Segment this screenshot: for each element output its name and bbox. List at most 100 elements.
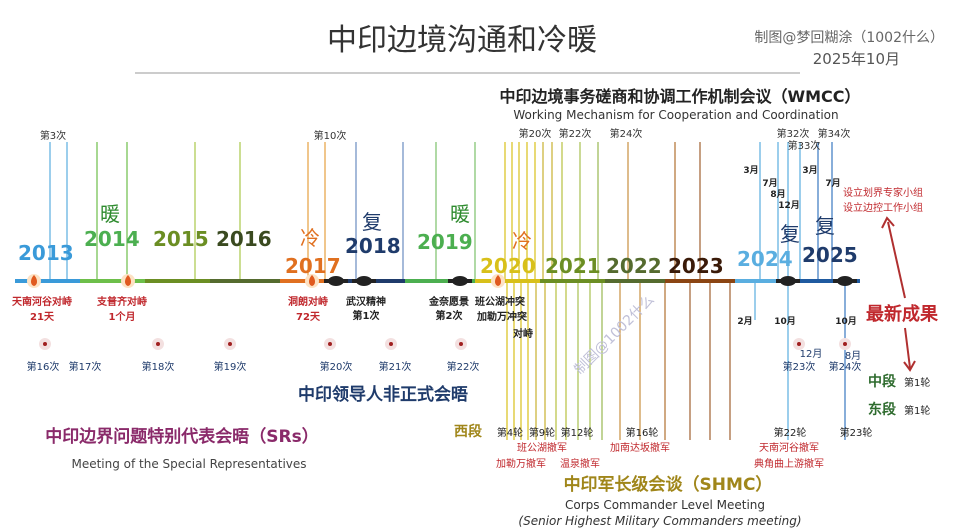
flame-icon	[27, 274, 41, 288]
wmcc-label-10: 第10次	[314, 129, 347, 142]
sr-month-dec: 12月	[800, 348, 823, 360]
sr-dot	[152, 338, 164, 350]
latest-arrows	[881, 216, 916, 372]
sr-meeting-labels: 第16次 第17次 第18次 第19次 第20次 第21次 第22次 第23次 …	[27, 360, 862, 373]
mood-warm-2014: 暖	[100, 202, 120, 226]
mood-recover-2018: 复	[362, 210, 382, 234]
sr-dot	[385, 338, 397, 350]
sr-22: 第22次	[447, 360, 480, 373]
segment-middle-round: 第1轮	[904, 376, 930, 389]
latest-title: 最新成果	[866, 303, 939, 325]
sr-dot	[793, 338, 805, 350]
handshake-icon	[324, 276, 348, 286]
shmc-round-labels: 第4轮 第9轮 第12轮 第16轮 第22轮 第23轮	[497, 426, 873, 439]
event-chennai-no: 第2次	[436, 309, 463, 322]
wmcc-label-32: 第32次	[777, 127, 810, 140]
event-tiannan: 天南河谷对峙	[12, 295, 72, 308]
mood-cold-2017: 冷	[300, 226, 320, 250]
event-tiannan-days: 21天	[30, 311, 55, 323]
year-2019: 2019	[417, 230, 473, 254]
sr-subtitle: Meeting of the Special Representatives	[71, 457, 306, 471]
mood-warm-2019: 暖	[450, 202, 470, 226]
wmcc-lines-upper	[49, 142, 833, 280]
wmcc-month-5: 3月	[802, 165, 817, 176]
wmcc-month-4: 12月	[778, 200, 800, 211]
event-donglang-days: 72天	[296, 311, 321, 323]
mood-cold-2020: 冷	[512, 229, 532, 253]
withdraw-tiannan: 天南河谷撤军	[759, 441, 819, 454]
wmcc-label-3: 第3次	[40, 129, 66, 142]
sr-title: 中印边界问题特别代表会晤（SRs）	[45, 426, 318, 447]
sr-dot	[324, 338, 336, 350]
mood-recover-2025: 复	[815, 214, 835, 238]
shmc-title: 中印军长级会谈（SHMC）	[564, 474, 773, 495]
shmc-round-4: 第4轮	[497, 426, 523, 439]
shmc-month-labels: 2月 10月 10月	[737, 316, 856, 327]
latest-item-2: 设立边控工作小组	[843, 201, 923, 214]
wmcc-label-20: 第20次	[519, 127, 552, 140]
event-zhipuqi: 支普齐对峙	[96, 295, 147, 308]
sr-dot	[839, 338, 851, 350]
shmc-subtitle: Corps Commander Level Meeting	[565, 498, 765, 512]
credit-text: 制图@梦回糊涂（1002什么）	[754, 30, 944, 46]
shmc-round-22: 第22轮	[774, 426, 807, 439]
wmcc-label-33: 第33次	[788, 139, 821, 152]
date-text: 2025年10月	[813, 50, 900, 68]
event-labels: 天南河谷对峙 21天 支普齐对峙 1个月 洞朗对峙 72天	[12, 295, 328, 323]
withdraw-galwan: 加勒万撤军	[496, 457, 546, 470]
withdraw-jianan: 加南达坂撤军	[610, 441, 670, 454]
event-chennai: 金奈愿景	[428, 295, 469, 308]
event-donglang: 洞朗对峙	[288, 295, 328, 308]
flame-icon	[121, 274, 135, 288]
handshake-icons	[324, 276, 857, 286]
wmcc-month-6: 7月	[825, 178, 840, 189]
year-labels: 2013 2014 2015 2016 2017 2018 2019 2020 …	[18, 227, 858, 278]
year-2013: 2013	[18, 241, 74, 265]
event-wuhan: 武汉精神	[346, 295, 386, 308]
year-2015: 2015	[153, 227, 209, 251]
sr-meeting-dots	[39, 338, 851, 350]
shmc-lines-lower	[506, 282, 846, 440]
year-2016: 2016	[216, 227, 272, 251]
sr-18: 第18次	[142, 360, 175, 373]
year-2017: 2017	[285, 254, 341, 278]
flame-icon	[305, 274, 319, 288]
sr-month-aug: 8月	[845, 350, 861, 362]
year-2025: 2025	[802, 243, 858, 267]
sr-24: 第24次	[829, 360, 862, 373]
summit-labels: 武汉精神 第1次 金奈愿景 第2次 班公湖冲突 加勒万冲突 对峙	[346, 295, 533, 340]
shmc-month-feb: 2月	[737, 316, 752, 327]
year-2014: 2014	[84, 227, 140, 251]
shmc-round-23: 第23轮	[840, 426, 873, 439]
watermark: 制图@1002什么	[572, 292, 658, 378]
page-title: 中印边境沟通和冷暖	[327, 23, 597, 58]
wmcc-month-2: 7月	[762, 178, 777, 189]
sr-19: 第19次	[214, 360, 247, 373]
wmcc-month-1: 3月	[743, 165, 758, 176]
leaders-title: 中印领导人非正式会晤	[298, 384, 468, 405]
handshake-icon	[352, 276, 376, 286]
year-2018: 2018	[345, 234, 401, 258]
mood-labels: 暖 冷 复 暖 冷 复 复	[100, 202, 835, 253]
shmc-west-label: 西段	[454, 423, 482, 440]
wmcc-title: 中印边境事务磋商和协调工作机制会议（WMCC）	[499, 87, 860, 106]
segment-middle: 中段	[868, 373, 896, 390]
sr-20: 第20次	[320, 360, 353, 373]
year-2024: 2024	[737, 247, 793, 271]
flame-icons	[27, 274, 505, 288]
sr-23: 第23次	[783, 360, 816, 373]
shmc-round-12: 第12轮	[561, 426, 594, 439]
segment-east-round: 第1轮	[904, 404, 930, 417]
year-2020: 2020	[480, 254, 536, 278]
sr-21: 第21次	[379, 360, 412, 373]
shmc-month-oct-1: 10月	[774, 316, 796, 327]
withdraw-bangong: 班公湖撤军	[517, 441, 567, 454]
year-2023: 2023	[668, 254, 724, 278]
wmcc-subtitle: Working Mechanism for Cooperation and Co…	[513, 108, 838, 122]
year-2021: 2021	[545, 254, 601, 278]
event-bangong: 班公湖冲突	[475, 295, 525, 308]
wmcc-label-22: 第22次	[559, 127, 592, 140]
sr-dot	[39, 338, 51, 350]
